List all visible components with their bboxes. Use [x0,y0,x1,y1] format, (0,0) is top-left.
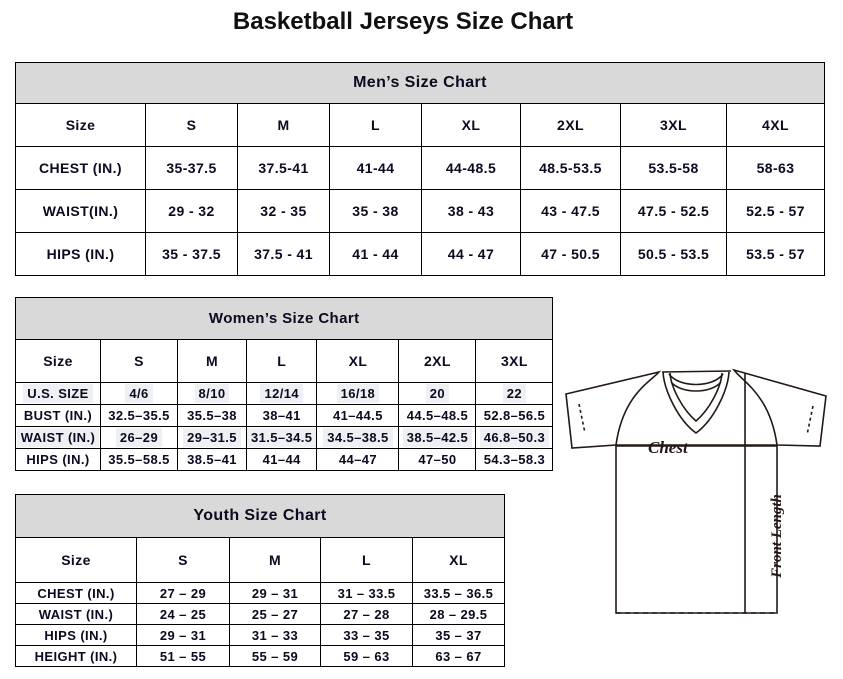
svg-text:Front Length: Front Length [769,494,785,579]
svg-text:Chest: Chest [648,438,689,457]
